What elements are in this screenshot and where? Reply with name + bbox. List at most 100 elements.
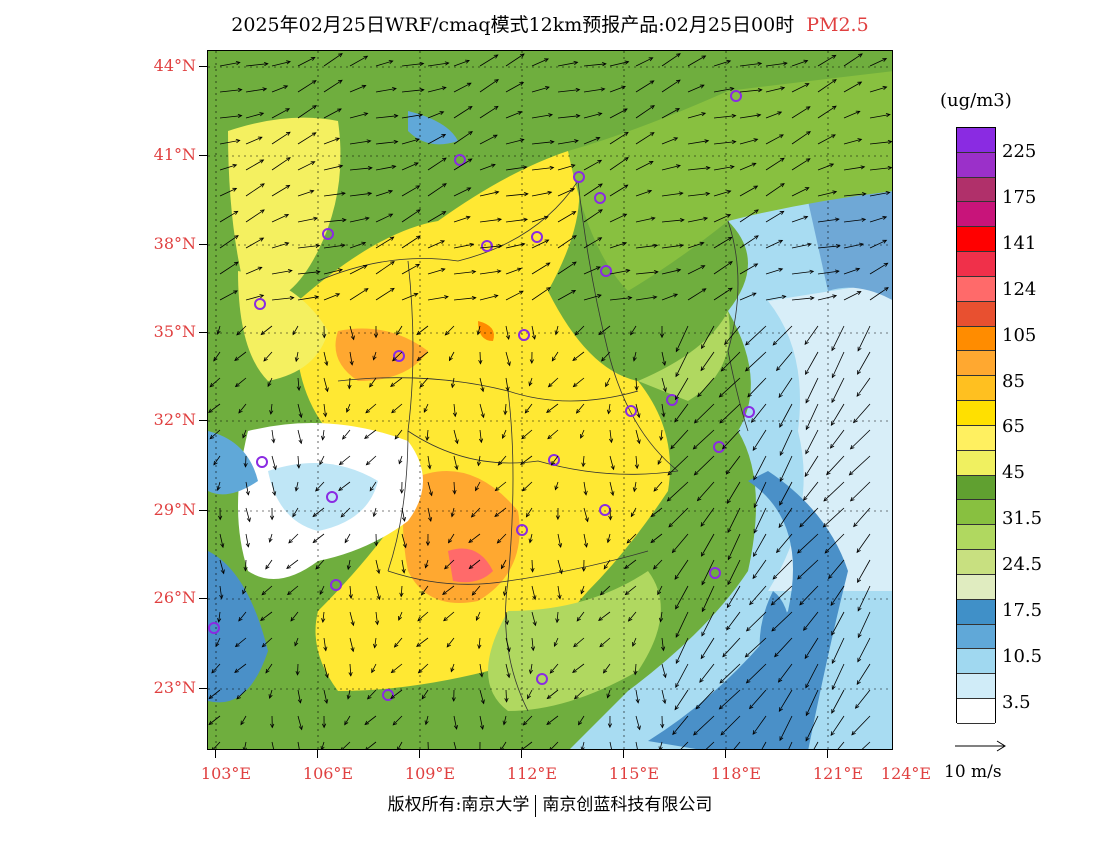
wind-arrowhead bbox=[421, 694, 426, 700]
wind-arrowhead bbox=[573, 642, 578, 648]
lon-label-109: 109°E bbox=[404, 764, 456, 783]
wind-arrowhead bbox=[824, 548, 830, 554]
wind-arrowhead bbox=[502, 591, 508, 597]
wind-arrow bbox=[726, 611, 741, 631]
wind-arrowhead bbox=[297, 698, 302, 704]
wind-arrow bbox=[635, 161, 654, 171]
wind-arrowhead bbox=[450, 383, 456, 389]
wind-arrowhead bbox=[344, 720, 349, 726]
wind-arrowhead bbox=[661, 412, 666, 418]
wind-arrow bbox=[749, 689, 767, 709]
wind-arrow bbox=[245, 455, 247, 467]
wind-arrow bbox=[713, 88, 734, 93]
wind-arrow bbox=[661, 79, 681, 93]
wind-arrow bbox=[724, 325, 741, 345]
wind-arrowhead bbox=[478, 359, 483, 365]
wind-arrow bbox=[297, 190, 314, 197]
wind-arrow bbox=[583, 294, 602, 301]
wind-arrowhead bbox=[525, 512, 531, 518]
wind-arrow bbox=[635, 689, 639, 703]
wind-arrowhead bbox=[778, 267, 784, 272]
wind-arrowhead bbox=[649, 80, 655, 85]
wind-arrow bbox=[344, 533, 351, 543]
wind-arrow bbox=[719, 689, 741, 710]
wind-arrow bbox=[687, 242, 704, 249]
wind-arrowhead bbox=[650, 512, 656, 518]
wind-arrow bbox=[349, 325, 355, 340]
wind-arrowhead bbox=[446, 642, 451, 648]
wind-arrow bbox=[661, 192, 683, 197]
wind-arrow bbox=[375, 165, 396, 171]
wind-arrow bbox=[583, 209, 603, 223]
wind-arrow bbox=[739, 163, 756, 171]
wind-arrow bbox=[323, 244, 345, 249]
wind-arrow bbox=[635, 244, 658, 249]
wind-arrowhead bbox=[492, 134, 498, 139]
wind-arrow bbox=[661, 244, 684, 249]
wind-arrowhead bbox=[544, 86, 550, 91]
wind-arrow bbox=[747, 377, 767, 398]
wind-arrow bbox=[713, 214, 731, 223]
wind-arrowhead bbox=[724, 340, 729, 346]
wind-arrowhead bbox=[659, 333, 665, 339]
wind-arrowhead bbox=[363, 112, 369, 117]
wind-arrowhead bbox=[805, 736, 810, 742]
wind-arrowhead bbox=[442, 183, 447, 188]
wind-arrow bbox=[551, 351, 559, 362]
color-scale-segment bbox=[957, 202, 995, 228]
wind-arrowhead bbox=[367, 166, 373, 171]
wind-arrow bbox=[478, 637, 481, 649]
wind-arrow bbox=[479, 689, 485, 704]
wind-arrowhead bbox=[751, 292, 757, 297]
wind-arrowhead bbox=[726, 625, 731, 631]
wind-arrow bbox=[375, 611, 378, 625]
wind-arrowhead bbox=[350, 335, 355, 341]
wind-arrow bbox=[661, 637, 664, 651]
wind-arrowhead bbox=[465, 215, 471, 220]
wind-arrow bbox=[262, 637, 273, 648]
wind-arrowhead bbox=[673, 293, 679, 298]
wind-arrow bbox=[469, 559, 481, 569]
wind-arrow bbox=[401, 209, 421, 223]
wind-arrowhead bbox=[729, 86, 735, 92]
wind-arrow bbox=[869, 114, 890, 119]
wind-arrowhead bbox=[218, 515, 223, 521]
wind-arrowhead bbox=[606, 693, 611, 699]
wind-arrow bbox=[739, 89, 762, 93]
wind-arrow bbox=[340, 507, 351, 518]
wind-arrowhead bbox=[315, 243, 321, 248]
wind-arrowhead bbox=[494, 190, 500, 195]
wind-arrowhead bbox=[831, 659, 836, 665]
wind-arrowhead bbox=[804, 340, 809, 346]
wind-arrow bbox=[504, 403, 507, 415]
wind-arrowhead bbox=[374, 541, 379, 547]
wind-arrow bbox=[869, 216, 887, 223]
wind-arrow bbox=[817, 105, 837, 119]
wind-arrow bbox=[869, 58, 887, 67]
wind-arrow bbox=[674, 559, 689, 580]
wind-arrowhead bbox=[701, 580, 706, 586]
wind-arrowhead bbox=[803, 215, 809, 220]
wind-arrowhead bbox=[662, 361, 667, 366]
wind-arrow bbox=[749, 585, 767, 605]
wind-arrowhead bbox=[415, 138, 420, 143]
wind-arrowhead bbox=[701, 551, 706, 557]
wind-arrowhead bbox=[849, 496, 855, 502]
wind-arrowhead bbox=[323, 412, 328, 418]
wind-arrow bbox=[315, 559, 325, 570]
wind-arrowhead bbox=[659, 436, 664, 442]
wind-arrow bbox=[219, 290, 238, 301]
wind-arrow bbox=[479, 715, 484, 730]
wind-arrow bbox=[392, 351, 403, 362]
wind-arrowhead bbox=[701, 607, 706, 613]
wind-arrow bbox=[598, 611, 611, 621]
wind-arrowhead bbox=[779, 477, 784, 483]
wind-arrowhead bbox=[335, 293, 341, 298]
wind-arrow bbox=[824, 533, 845, 554]
wind-arrow bbox=[219, 235, 239, 249]
wind-arrowhead bbox=[722, 652, 727, 658]
wind-arrow bbox=[423, 403, 429, 413]
wind-arrowhead bbox=[267, 382, 272, 388]
wind-arrowhead bbox=[580, 746, 585, 749]
wind-arrowhead bbox=[598, 183, 603, 188]
